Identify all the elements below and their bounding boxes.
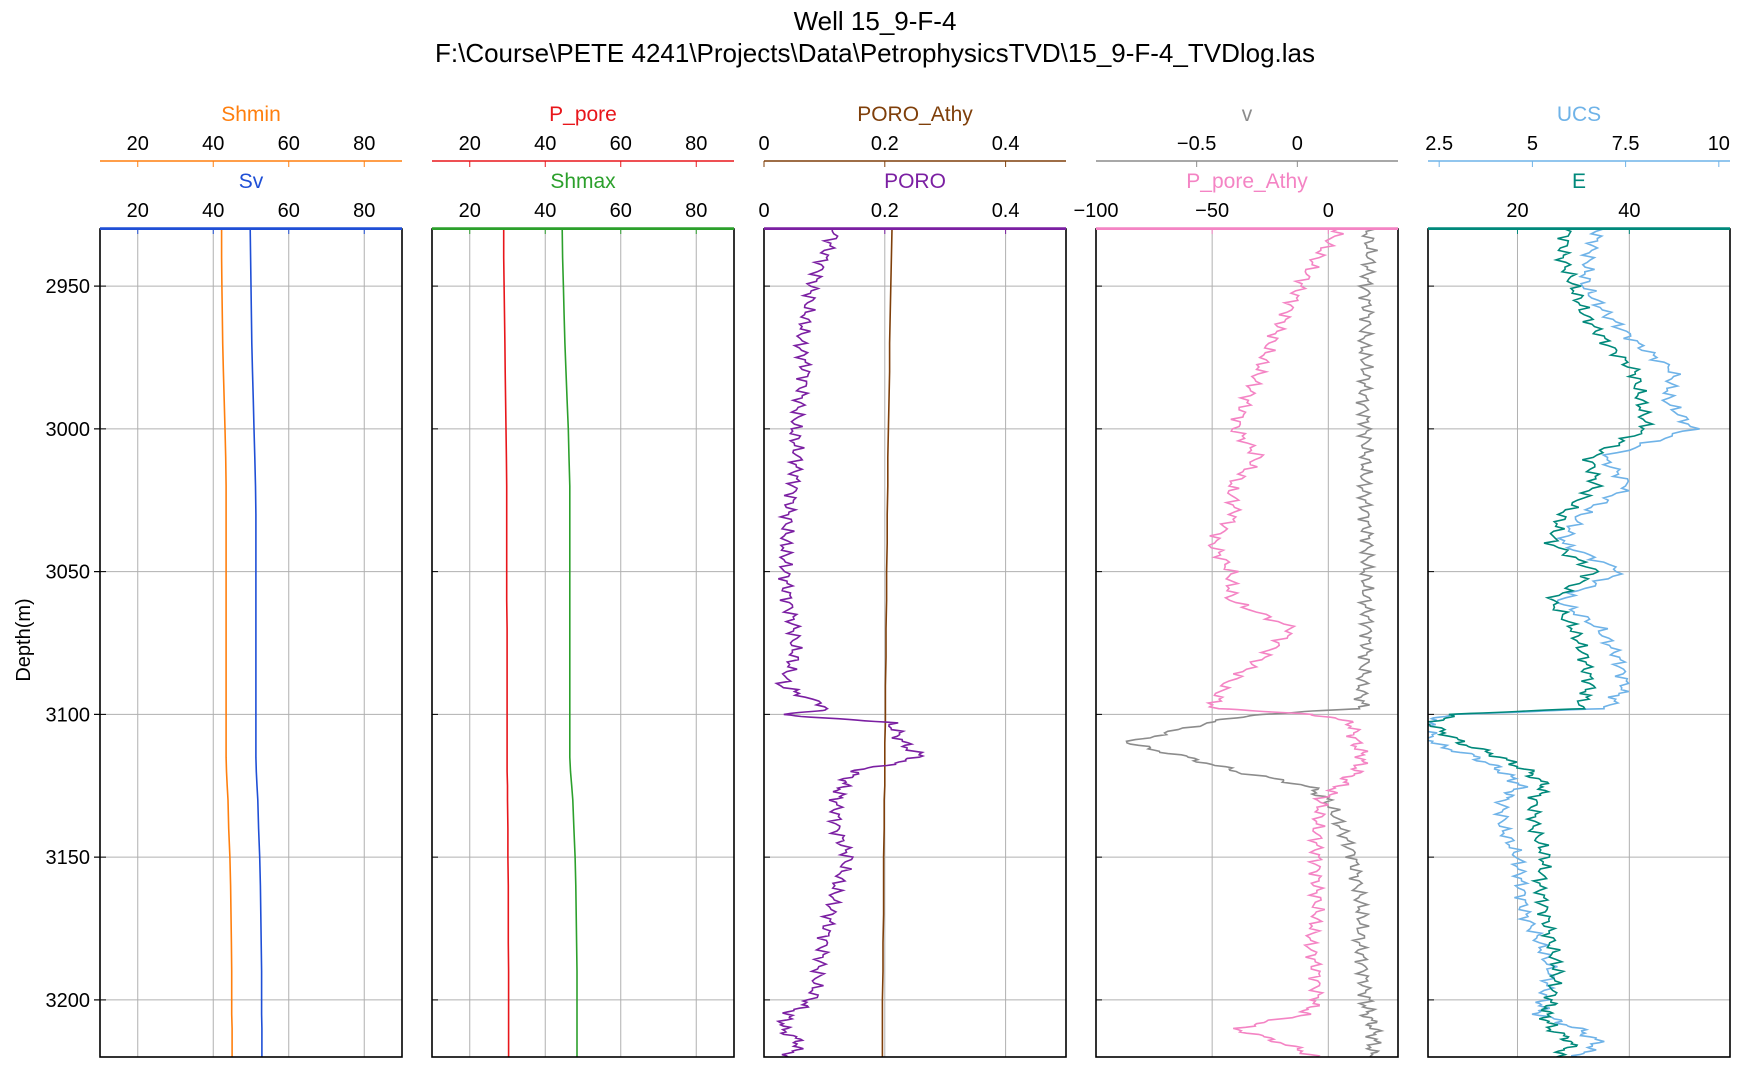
chart-title: Well 15_9-F-4 [793, 6, 957, 36]
bottom-axis-tick-label: 0 [758, 200, 769, 222]
bottom-axis-tick-label: 0.2 [871, 200, 899, 222]
top-axis-tick-label: 60 [278, 133, 300, 155]
bottom-axis-tick-label: 80 [685, 200, 707, 222]
track-1: 20 40 60 80 Shmin 20 40 60 80 Sv [99, 103, 403, 1058]
curve-p-pore-athy [1205, 229, 1369, 1057]
depth-tick-label: 3050 [46, 562, 91, 584]
top-axis-tick-label: 0.2 [871, 133, 899, 155]
top-axis-tick-label: 60 [610, 133, 632, 155]
bottom-axis-tick-label: 20 [127, 200, 149, 222]
top-axis-tick-label: 5 [1527, 133, 1538, 155]
curve-name-v: v [1242, 103, 1253, 126]
curve-name-poro-athy: PORO_Athy [857, 103, 973, 126]
top-axis-tick-label: 0 [1292, 133, 1303, 155]
bottom-axis-tick-label: 20 [1506, 200, 1528, 222]
curve-name-shmin: Shmin [221, 103, 281, 126]
curve-name-p-pore: P_pore [549, 103, 617, 126]
curve-p-pore [502, 229, 510, 1057]
bottom-axis-tick-label: 0.4 [992, 200, 1020, 222]
bottom-axis-tick-label: 20 [459, 200, 481, 222]
track-frame [1095, 228, 1399, 1058]
top-axis-tick-label: −0.5 [1177, 133, 1216, 155]
top-axis-tick-label: 80 [685, 133, 707, 155]
track-frame [431, 228, 735, 1058]
depth-tick-label: 3200 [46, 990, 91, 1012]
track-5: 2.5 5 7.5 10 UCS 20 40 E [1425, 103, 1731, 1058]
track-3: 0 0.2 0.4 PORO_Athy 0 0.2 0.4 PORO [758, 103, 1067, 1058]
curve-ucs [1428, 229, 1700, 1057]
chart-subtitle: F:\Course\PETE 4241\Projects\Data\Petrop… [434, 38, 1316, 68]
top-axis-tick-label: 2.5 [1425, 133, 1453, 155]
top-axis-tick-label: 40 [202, 133, 224, 155]
curve-name-p-pore-athy: P_pore_Athy [1186, 170, 1308, 193]
depth-axis-label: Depth(m) [13, 598, 35, 681]
curve-name-poro: PORO [884, 170, 946, 193]
bottom-axis-tick-label: 80 [353, 200, 375, 222]
depth-tick-label: 3100 [46, 704, 91, 726]
bottom-axis-tick-label: 40 [1618, 200, 1640, 222]
depth-tick-label: 2950 [46, 276, 91, 298]
curve-shmin [220, 229, 233, 1057]
top-axis-tick-label: 20 [127, 133, 149, 155]
top-axis-tick-label: 7.5 [1612, 133, 1640, 155]
curve-sv [249, 229, 263, 1057]
curve-e [1428, 229, 1656, 1057]
top-axis-tick-label: 0.4 [992, 133, 1020, 155]
top-axis-tick-label: 10 [1708, 133, 1730, 155]
top-axis-tick-label: 20 [459, 133, 481, 155]
top-axis-tick-label: 0 [758, 133, 769, 155]
top-axis-tick-label: 80 [353, 133, 375, 155]
bottom-axis-tick-label: 40 [534, 200, 556, 222]
curve-name-shmax: Shmax [550, 170, 616, 193]
curve-name-e: E [1572, 170, 1586, 193]
track-4: −0.5 0 v −100 −50 0 P_pore_Athy [1073, 103, 1399, 1058]
curve-name-ucs: UCS [1557, 103, 1601, 126]
curve-poro-athy [881, 229, 893, 1057]
top-axis-tick-label: 40 [534, 133, 556, 155]
track-frame [99, 228, 403, 1058]
tracks-group: 2950 3000 3050 3100 3150 3200 20 40 60 80 Shmin 20 4… [46, 103, 1731, 1058]
curve-poro [774, 229, 926, 1057]
depth-tick-label: 3000 [46, 419, 91, 441]
bottom-axis-tick-label: 60 [278, 200, 300, 222]
bottom-axis-tick-label: −50 [1195, 200, 1229, 222]
bottom-axis-tick-label: 40 [202, 200, 224, 222]
curve-v [1125, 229, 1385, 1057]
bottom-axis-tick-label: 0 [1323, 200, 1334, 222]
bottom-axis-tick-label: −100 [1073, 200, 1118, 222]
depth-tick-label: 3150 [46, 847, 91, 869]
curve-name-sv: Sv [239, 170, 264, 193]
track-2: 20 40 60 80 P_pore 20 40 60 80 Shmax [431, 103, 735, 1058]
curve-shmax [561, 229, 578, 1057]
bottom-axis-tick-label: 60 [610, 200, 632, 222]
track-frame [763, 228, 1067, 1058]
